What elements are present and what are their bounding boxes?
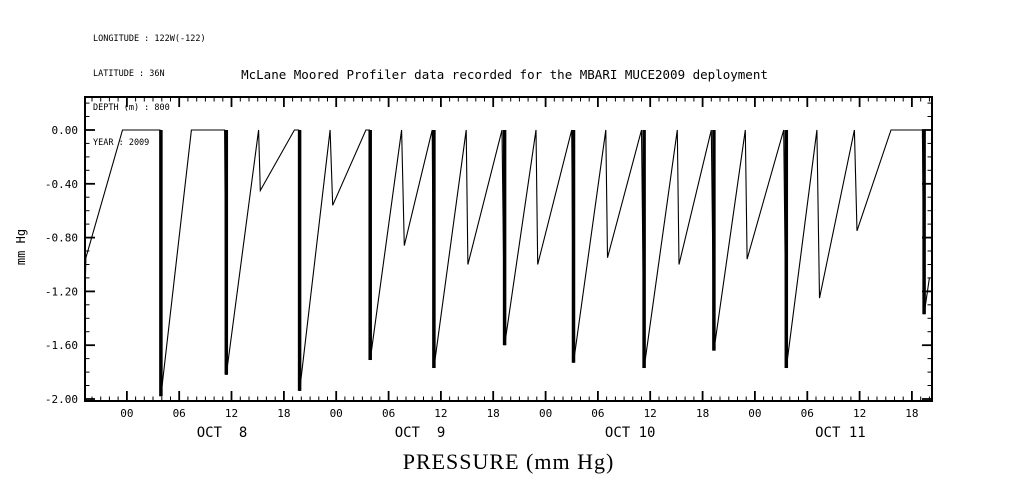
x-tick-label: 18 [487,407,500,420]
x-tick-label: 12 [434,407,447,420]
x-tick-label: 18 [696,407,709,420]
x-tick-label: 06 [591,407,604,420]
x-tick-label: 06 [382,407,395,420]
x-tick-label: 18 [277,407,290,420]
x-tick-label: 12 [225,407,238,420]
x-tick-label: 18 [905,407,918,420]
y-tick-label: -1.60 [45,339,78,352]
deployment-meta: LONGITUDE : 122W(-122) LATITUDE : 36N DE… [93,11,206,172]
x-tick-label: 00 [748,407,761,420]
meta-depth: DEPTH (m) : 800 [93,103,170,113]
x-day-label: OCT 8 [197,425,248,441]
x-tick-label: 06 [173,407,186,420]
x-tick-label: 00 [539,407,552,420]
y-tick-label: -1.20 [45,285,78,298]
x-day-label: OCT 10 [605,425,656,441]
x-day-label: OCT 11 [815,425,866,441]
meta-latitude: LATITUDE : 36N [93,68,165,79]
meta-year: YEAR : 2009 [93,137,150,148]
axis-ticks [85,97,932,401]
meta-longitude: LONGITUDE : 122W(-122) [93,34,206,44]
x-axis-title: PRESSURE (mm Hg) [402,449,615,474]
y-tick-label: -2.00 [45,393,78,406]
x-tick-label: 12 [644,407,657,420]
x-tick-label: 12 [853,407,866,420]
y-tick-label: -0.40 [45,178,78,191]
chart-title: McLane Moored Profiler data recorded for… [241,67,768,82]
x-tick-label: 00 [120,407,133,420]
x-day-label: OCT 9 [395,425,446,441]
x-tick-label: 00 [330,407,343,420]
plot-frame [84,96,933,402]
y-tick-label: -0.80 [45,232,78,245]
dive-event-bars [159,130,926,397]
y-tick-label: 0.00 [52,124,79,137]
pressure-trace [84,129,930,397]
x-tick-label: 06 [801,407,814,420]
